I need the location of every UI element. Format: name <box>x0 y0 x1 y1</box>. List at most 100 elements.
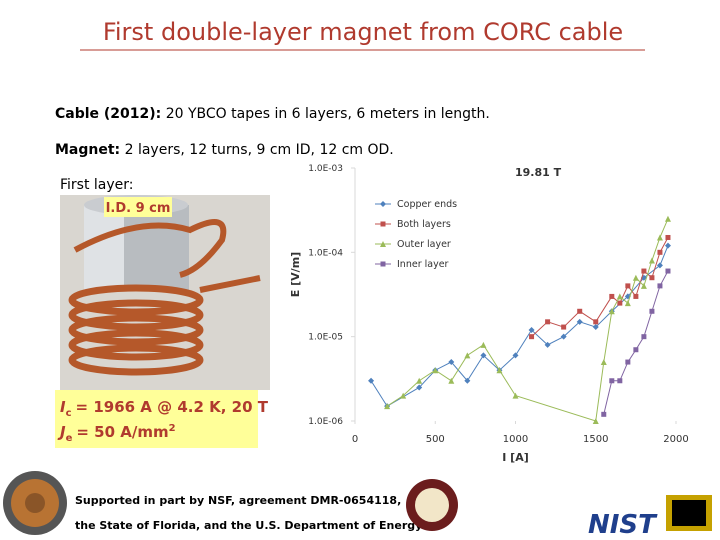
marker <box>600 359 607 366</box>
y-tick-label: 1.0E-04 <box>308 248 343 258</box>
marker <box>432 367 439 374</box>
marker <box>664 215 671 222</box>
marker <box>561 324 567 330</box>
magnet-photo: I.D. 9 cm <box>60 195 270 390</box>
marker <box>384 403 391 410</box>
title: First double-layer magnet from CORC cabl… <box>103 18 623 46</box>
marker <box>496 367 503 374</box>
marker <box>640 282 647 289</box>
x-tick-label: 1000 <box>503 434 528 445</box>
cable-label: Cable (2012): <box>55 106 161 122</box>
marker <box>609 378 615 384</box>
marker <box>664 242 671 249</box>
text: = 50 A/mm <box>76 423 168 441</box>
y-tick-label: 1.0E-05 <box>308 333 343 343</box>
nist-logo: NIST <box>588 510 658 540</box>
magnet-line: Magnet: 2 layers, 12 turns, 9 cm ID, 12 … <box>55 142 394 158</box>
marker <box>464 352 471 359</box>
symbol: J <box>57 423 66 441</box>
annotation: 19.81 T <box>515 166 562 179</box>
footer-line: the State of Florida, and the U.S. Depar… <box>75 519 425 532</box>
marker <box>648 257 655 264</box>
marker <box>625 283 631 289</box>
result-box <box>55 390 258 448</box>
chart: 1.0E-03 1.0E-04 1.0E-05 1.0E-06 0 500 1000 1500… <box>289 164 689 464</box>
marker <box>544 341 551 348</box>
subscript: c <box>66 408 72 419</box>
marker <box>632 274 639 281</box>
marker <box>633 293 639 299</box>
x-tick-label: 500 <box>426 434 445 445</box>
text: = 1966 A @ 4.2 K, 20 T <box>76 398 269 416</box>
x-axis-label: I [A] <box>502 451 529 464</box>
marker <box>609 293 615 299</box>
marker <box>617 300 623 306</box>
legend-label: Outer layer <box>397 239 451 250</box>
superscript: 2 <box>169 423 176 434</box>
cable-logo <box>3 471 67 535</box>
marker <box>512 392 519 399</box>
legend-marker <box>380 261 386 267</box>
marker <box>416 384 423 391</box>
marker <box>616 293 623 300</box>
x-tick-label: 2000 <box>663 434 688 445</box>
marker <box>560 333 567 340</box>
university-logo <box>666 495 712 531</box>
marker <box>641 334 647 340</box>
y-tick-label: 1.0E-06 <box>308 417 343 427</box>
legend-label: Copper ends <box>397 199 457 210</box>
marker <box>625 359 631 365</box>
marker <box>577 308 583 314</box>
marker <box>656 234 663 241</box>
legend-label: Inner layer <box>397 259 449 270</box>
marker <box>592 324 599 331</box>
legend-marker <box>380 241 386 247</box>
cable-line: Cable (2012): 20 YBCO tapes in 6 layers,… <box>55 106 490 122</box>
marker <box>617 378 623 384</box>
magnet-label: Magnet: <box>55 142 120 158</box>
photo-tag: I.D. 9 cm <box>106 201 171 216</box>
marker <box>665 268 671 274</box>
legend-label: Both layers <box>397 219 451 230</box>
photo-caption: First layer: <box>60 177 134 193</box>
critical-current: Ic = 1966 A @ 4.2 K, 20 T <box>60 398 269 419</box>
footer-line: Supported in part by NSF, agreement DMR-… <box>75 494 401 507</box>
marker <box>657 283 663 289</box>
magnet-text: 2 layers, 12 turns, 9 cm ID, 12 cm OD. <box>125 142 394 158</box>
marker <box>528 326 535 333</box>
current-density: Je = 50 A/mm2 <box>57 423 176 444</box>
legend-marker <box>380 201 386 207</box>
marker <box>656 262 663 269</box>
legend-marker <box>380 221 386 227</box>
marker <box>512 352 519 359</box>
marker <box>649 275 655 281</box>
marker <box>448 377 455 384</box>
marker <box>448 359 455 366</box>
marker <box>464 377 471 384</box>
series-line <box>603 270 669 415</box>
marker <box>529 334 535 340</box>
marker <box>633 347 639 353</box>
symbol: I <box>60 398 66 416</box>
marker <box>576 318 583 325</box>
y-tick-label: 1.0E-03 <box>308 164 343 174</box>
marker <box>400 392 407 399</box>
marker <box>641 268 647 274</box>
marker <box>665 234 671 240</box>
cable-text: 20 YBCO tapes in 6 layers, 6 meters in l… <box>166 106 490 122</box>
marker <box>649 308 655 314</box>
x-tick-label: 0 <box>352 434 358 445</box>
marker <box>545 319 551 325</box>
marker <box>416 377 423 384</box>
marker <box>480 352 487 359</box>
marker <box>592 418 599 424</box>
y-axis-label: E [V/m] <box>289 252 302 297</box>
marker <box>608 308 615 315</box>
maglab-logo <box>406 479 458 531</box>
marker <box>593 319 599 325</box>
subscript: e <box>66 433 73 444</box>
marker <box>657 249 663 255</box>
series-line <box>531 237 669 338</box>
